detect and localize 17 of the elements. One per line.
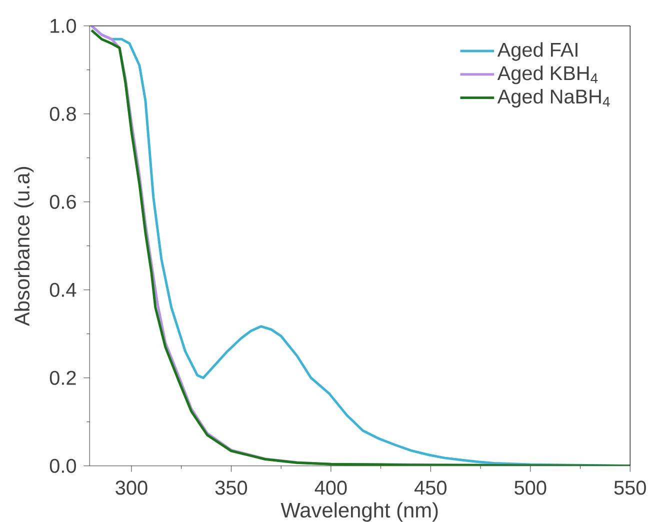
y-tick-label: 0.2 (50, 371, 76, 386)
legend-label: Aged KBH$_{4}$ (497, 66, 598, 84)
y-axis-title: Absorbance (u.a) (14, 167, 34, 326)
y-tick-label: 0.8 (50, 107, 76, 122)
y-tick-label: 1.0 (50, 19, 76, 34)
x-tick-label: 300 (116, 480, 148, 495)
legend-label: Aged FAI (497, 42, 578, 62)
x-tick-label: 400 (314, 480, 347, 495)
y-tick-label: 0.4 (50, 283, 76, 298)
x-axis-title: Wavelenght (nm) (280, 502, 438, 522)
legend-label: Aged NaBH$_{4}$ (497, 89, 610, 108)
x-tick-label: 550 (614, 480, 646, 495)
x-tick-label: 500 (514, 480, 546, 495)
y-tick-label: 0.6 (50, 195, 76, 210)
y-tick-label: 0.0 (50, 459, 76, 474)
x-tick-label: 350 (215, 480, 248, 495)
x-tick-label: 450 (414, 480, 446, 495)
